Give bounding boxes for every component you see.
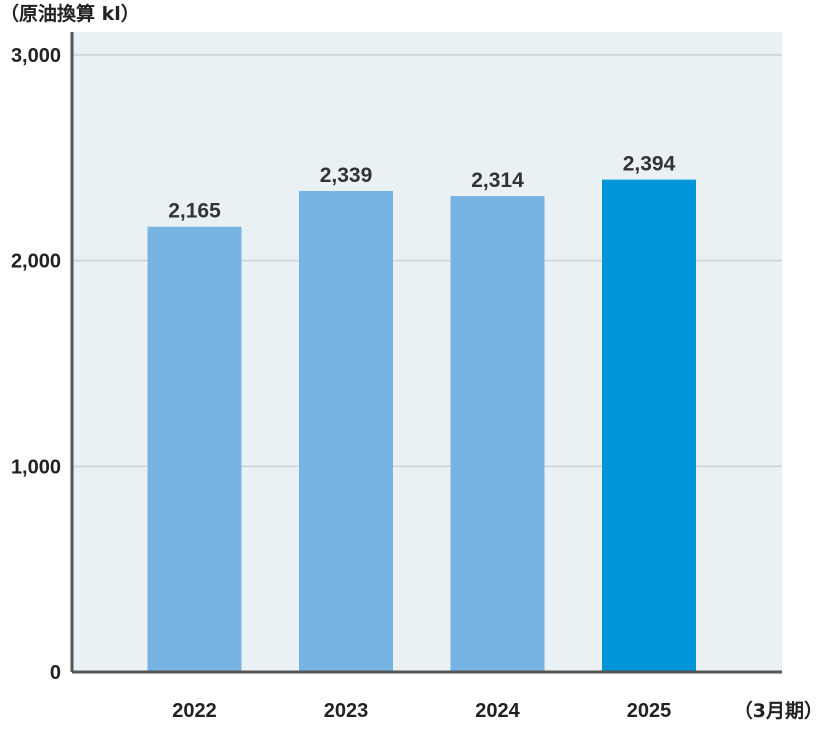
x-tick-label: 2022	[172, 700, 217, 722]
bar	[299, 190, 393, 672]
y-tick-label: 1,000	[11, 456, 61, 478]
x-tick-label: 2024	[475, 700, 520, 722]
x-unit-label: （3月期）	[734, 699, 823, 722]
x-tick-labels: 2022 2023 2024 2025	[172, 700, 671, 722]
bars	[147, 179, 696, 672]
y-unit-label: （原油換算 kl）	[0, 2, 140, 25]
bar	[602, 179, 696, 672]
y-tick-label: 3,000	[11, 45, 61, 67]
y-tick-label: 0	[50, 662, 61, 684]
x-tick-label: 2025	[627, 700, 672, 722]
data-label: 2,314	[471, 169, 524, 192]
y-tick-label: 2,000	[11, 251, 61, 273]
data-label: 2,165	[168, 200, 221, 223]
data-labels: 2,165 2,339 2,314 2,394	[168, 153, 675, 223]
data-label: 2,339	[320, 164, 373, 187]
y-tick-labels: 0 1,000 2,000 3,000	[11, 45, 61, 684]
bar	[147, 226, 242, 672]
bar	[450, 196, 545, 672]
data-label: 2,394	[623, 153, 676, 176]
x-tick-label: 2023	[324, 700, 369, 722]
